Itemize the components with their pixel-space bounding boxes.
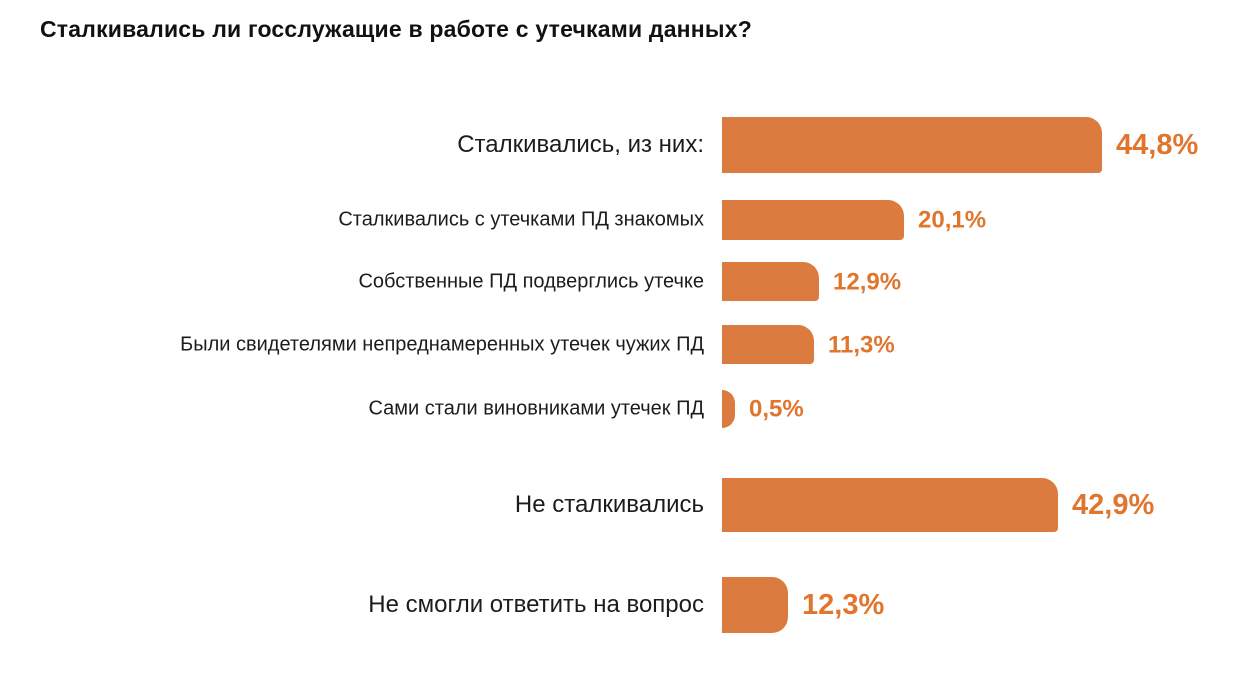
chart-title: Сталкивались ли госслужащие в работе с у… [40, 16, 752, 42]
bar-label: Не сталкивались [514, 491, 704, 519]
bar [722, 117, 1102, 173]
bar-label: Были свидетелями непреднамеренных утечек… [180, 333, 704, 355]
chart-row: Не сталкивались 42,9% [0, 478, 1260, 532]
bar [722, 262, 819, 301]
bar-label: Собственные ПД подверглись утечке [358, 270, 704, 292]
chart-row: Собственные ПД подверглись утечке 12,9% [0, 262, 1260, 301]
chart-row: Сами стали виновниками утечек ПД 0,5% [0, 390, 1260, 428]
bar-value: 42,9% [1072, 489, 1155, 522]
bar [722, 325, 814, 364]
bar-value: 44,8% [1116, 129, 1199, 162]
bar-label: Не смогли ответить на вопрос [368, 591, 704, 619]
bar [722, 577, 788, 633]
chart-row: Сталкивались с утечками ПД знакомых 20,1% [0, 200, 1260, 240]
bar [722, 200, 904, 240]
bar-label: Сталкивались с утечками ПД знакомых [338, 208, 704, 231]
bar [722, 478, 1058, 532]
chart-row: Сталкивались, из них: 44,8% [0, 117, 1260, 173]
bar-value: 20,1% [918, 206, 987, 234]
chart-row: Были свидетелями непреднамеренных утечек… [0, 325, 1260, 364]
bar-value: 12,3% [802, 589, 885, 622]
chart-row: Не смогли ответить на вопрос 12,3% [0, 577, 1260, 633]
bar-label: Сталкивались, из них: [457, 131, 704, 159]
bar [722, 390, 735, 428]
bar-value: 12,9% [833, 268, 902, 296]
bar-value: 0,5% [749, 395, 804, 423]
bar-label: Сами стали виновниками утечек ПД [368, 397, 705, 420]
bar-value: 11,3% [828, 331, 895, 359]
